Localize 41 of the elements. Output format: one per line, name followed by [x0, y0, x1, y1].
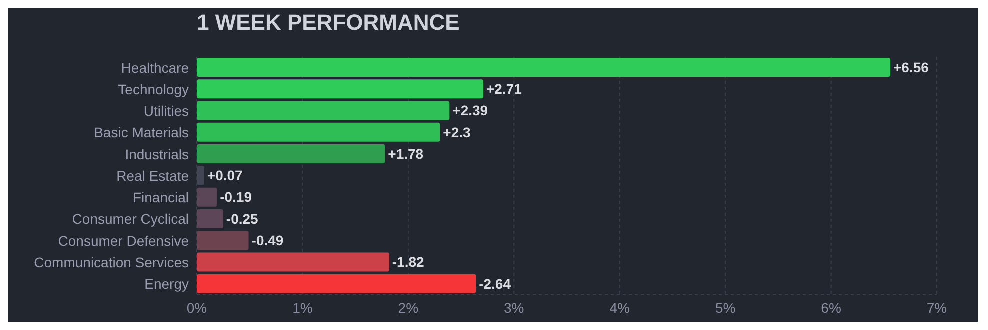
bar — [197, 252, 390, 272]
bar — [197, 101, 450, 120]
y-tick-label: Utilities — [144, 103, 189, 120]
bar — [197, 122, 440, 142]
bar — [197, 231, 249, 250]
y-tick-label: Consumer Cyclical — [72, 211, 189, 228]
y-tick-label: Energy — [144, 276, 189, 292]
x-tick-label: 1% — [292, 300, 313, 316]
annotation: +6.56 — [893, 59, 930, 76]
y-tick-label: Real Estate — [116, 168, 190, 184]
y-tick-label: Communication Services — [34, 254, 189, 271]
x-tick-label: 3% — [504, 300, 524, 316]
bar — [197, 188, 218, 207]
bar — [197, 58, 890, 77]
y-tick-label: Technology — [118, 81, 189, 98]
bar — [197, 209, 224, 228]
x-tick-label: 2% — [398, 300, 419, 316]
bar — [197, 80, 484, 99]
y-tick-label: Healthcare — [121, 60, 190, 76]
bar — [197, 274, 476, 294]
chart-title: 1 WEEK PERFORMANCE — [196, 9, 461, 37]
annotation: +2.3 — [443, 124, 471, 140]
annotation: +2.39 — [452, 102, 488, 119]
annotation: -0.25 — [226, 210, 259, 227]
x-tick-label: 6% — [821, 300, 842, 316]
y-tick-label: Basic Materials — [94, 124, 189, 141]
annotation: -1.82 — [392, 254, 425, 270]
annotation: +0.07 — [207, 168, 244, 184]
annotation: -0.19 — [220, 189, 252, 206]
x-tick-label: 7% — [926, 300, 948, 316]
x-tick-label: 4% — [610, 300, 630, 316]
annotation: +1.78 — [388, 146, 424, 162]
y-tick-label: Industrials — [125, 146, 189, 162]
y-tick-label: Financial — [132, 190, 189, 206]
annotation: -0.49 — [252, 232, 284, 248]
annotation: -2.64 — [479, 276, 512, 292]
y-tick-label: Consumer Defensive — [58, 232, 190, 249]
x-tick-label: 5% — [715, 300, 736, 316]
bar — [197, 144, 386, 164]
annotation: +2.71 — [486, 81, 522, 98]
x-tick-label: 0% — [186, 300, 208, 316]
